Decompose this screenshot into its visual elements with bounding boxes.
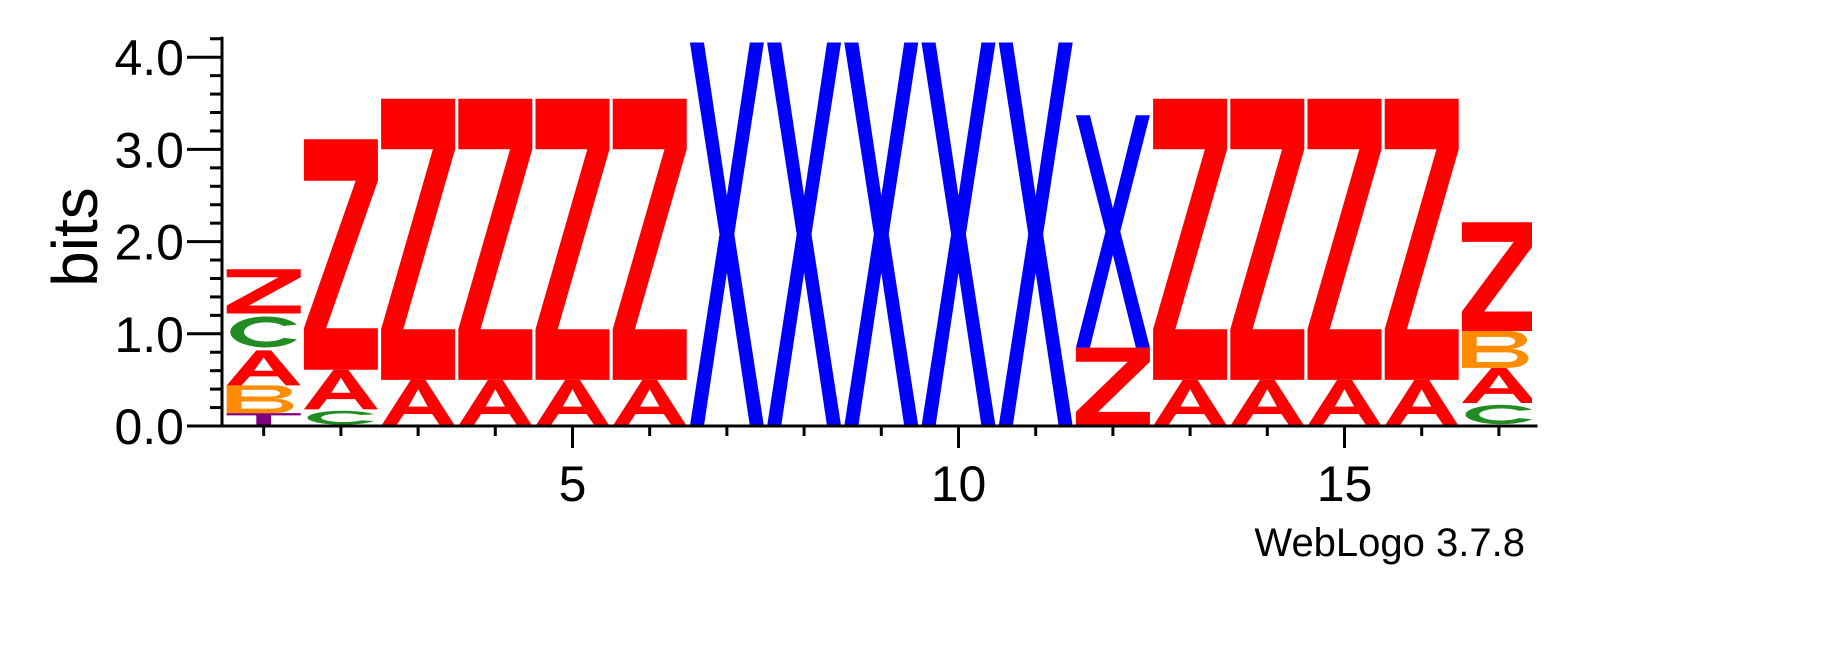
logo-letter-x: [689, 42, 764, 426]
logo-letter-z: [226, 269, 301, 314]
logo-letter-glyph: [226, 413, 301, 426]
logo-letter-glyph: [307, 410, 375, 425]
y-tick-label: 2.0: [114, 215, 184, 271]
logo-letter-glyph: [226, 269, 301, 314]
x-tick-label: 5: [559, 456, 587, 512]
y-axis-label: bits: [39, 187, 111, 287]
y-tick-label: 1.0: [114, 307, 184, 363]
logo-letter-a: [303, 369, 378, 410]
axes: 0.0 1.0 2.0 3.0 4.0 5 10 15: [114, 30, 1538, 512]
logo-letter-glyph: [921, 42, 996, 426]
logo-letters: [226, 42, 1532, 426]
logo-letter-glyph: [381, 98, 456, 380]
logo-letter-a: [535, 379, 610, 426]
x-tick-label: 15: [1317, 456, 1373, 512]
logo-letter-z: [1307, 98, 1382, 380]
logo-letter-glyph: [998, 42, 1073, 426]
logo-letter-glyph: [1307, 98, 1382, 380]
logo-letter-x: [1075, 115, 1150, 348]
logo-letter-c: [1465, 404, 1532, 425]
logo-letter-t: [226, 413, 301, 426]
logo-letter-glyph: [458, 98, 533, 380]
logo-letter-z: [1153, 98, 1228, 380]
logo-letter-a: [1307, 379, 1382, 426]
logo-letter-glyph: [1075, 115, 1150, 348]
logo-letter-x: [844, 42, 919, 426]
logo-letter-z: [1075, 347, 1150, 426]
logo-letter-glyph: [254, 357, 274, 371]
logo-letter-glyph: [535, 98, 610, 380]
logo-letter-glyph: [1334, 389, 1355, 407]
logo-letter-a: [226, 350, 301, 386]
logo-letter-glyph: [844, 42, 919, 426]
logo-letter-glyph: [562, 389, 583, 407]
logo-letter-glyph: [612, 98, 687, 380]
logo-letter-glyph: [1461, 222, 1532, 332]
weblogo-version-label: WebLogo 3.7.8: [1254, 521, 1525, 565]
logo-letter-x: [998, 42, 1073, 426]
logo-letter-z: [1384, 98, 1459, 380]
logo-letter-glyph: [767, 42, 842, 426]
logo-letter-glyph: [331, 377, 351, 393]
logo-letter-b: [226, 385, 294, 414]
logo-letter-c: [230, 316, 297, 348]
logo-letter-x: [921, 42, 996, 426]
logo-letter-glyph: [1461, 331, 1529, 368]
logo-letter-a: [1153, 379, 1228, 426]
logo-letter-glyph: [1075, 347, 1150, 426]
x-tick-label: 10: [931, 456, 987, 512]
logo-letter-z: [303, 139, 378, 370]
logo-letter-glyph: [1180, 389, 1200, 407]
logo-letter-z: [612, 98, 687, 380]
logo-letter-glyph: [1384, 98, 1459, 380]
logo-letter-z: [1230, 98, 1305, 380]
logo-letter-glyph: [1230, 98, 1305, 380]
logo-letter-a: [381, 379, 456, 426]
logo-letter-z: [381, 98, 456, 380]
logo-letter-glyph: [1465, 404, 1532, 425]
logo-letter-glyph: [1257, 389, 1277, 407]
logo-letter-glyph: [689, 42, 764, 426]
y-tick-label: 4.0: [114, 30, 184, 86]
logo-letter-a: [1230, 379, 1305, 426]
logo-letter-a: [1461, 367, 1532, 403]
y-tick-label: 3.0: [114, 122, 184, 178]
logo-letter-glyph: [226, 385, 294, 414]
logo-letter-glyph: [303, 139, 378, 370]
logo-letter-glyph: [230, 316, 297, 348]
logo-letter-x: [767, 42, 842, 426]
logo-letter-glyph: [485, 389, 505, 407]
logo-letter-glyph: [640, 389, 660, 407]
logo-letter-z: [535, 98, 610, 380]
logo-letter-glyph: [1412, 389, 1432, 407]
logo-letter-b: [1461, 331, 1529, 368]
logo-letter-c: [307, 410, 375, 425]
logo-letter-a: [1384, 379, 1459, 426]
logo-letter-z: [1461, 222, 1532, 332]
y-tick-label: 0.0: [114, 399, 184, 455]
logo-letter-glyph: [408, 389, 428, 407]
logo-letter-glyph: [1489, 374, 1509, 389]
logo-letter-a: [458, 379, 533, 426]
logo-letter-a: [612, 379, 687, 426]
logo-letter-z: [458, 98, 533, 380]
logo-letter-glyph: [1153, 98, 1228, 380]
